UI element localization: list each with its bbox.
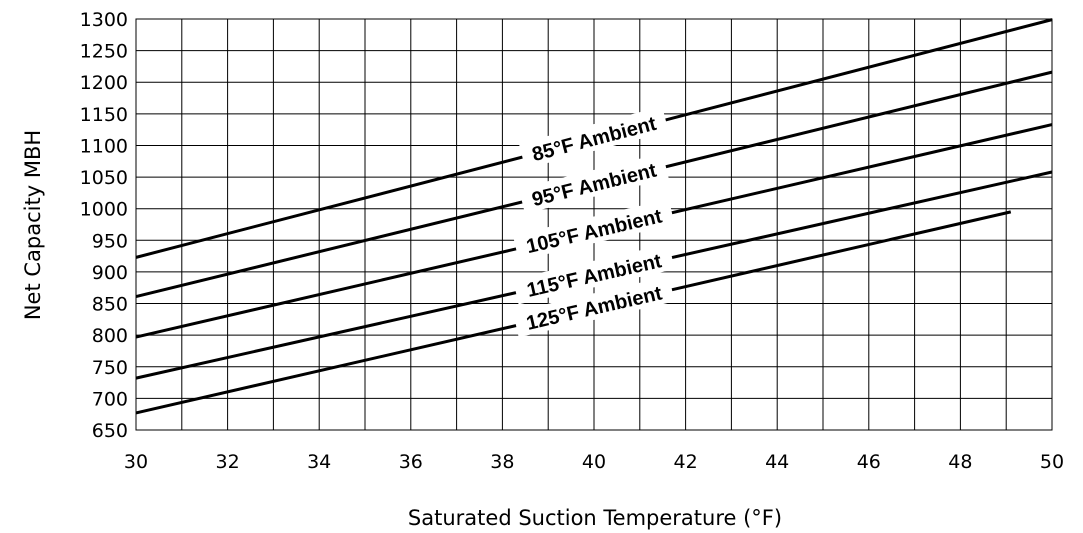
y-tick-label: 1000 <box>80 199 128 221</box>
x-tick-label: 50 <box>1040 451 1064 473</box>
x-tick-label: 38 <box>490 451 514 473</box>
y-tick-label: 700 <box>92 388 128 410</box>
y-tick-label: 1200 <box>80 72 128 94</box>
x-tick-label: 32 <box>216 451 240 473</box>
x-tick-label: 48 <box>948 451 972 473</box>
y-tick-label: 650 <box>92 420 128 442</box>
y-tick-label: 900 <box>92 262 128 284</box>
series-label-bg <box>512 276 675 338</box>
x-tick-label: 42 <box>674 451 698 473</box>
y-tick-label: 1250 <box>80 41 128 63</box>
y-tick-label: 1050 <box>80 167 128 189</box>
series-label-bg <box>518 153 669 214</box>
y-tick-label: 1150 <box>80 104 128 126</box>
y-tick-label: 1100 <box>80 135 128 157</box>
y-tick-label: 850 <box>92 294 128 316</box>
series-label-bg <box>512 243 675 305</box>
series-label-bg <box>518 106 669 169</box>
x-tick-label: 34 <box>307 451 331 473</box>
x-tick-label: 30 <box>124 451 148 473</box>
y-axis-title: Net Capacity MBH <box>21 130 45 320</box>
x-tick-label: 40 <box>582 451 606 473</box>
y-tick-label: 800 <box>92 325 128 347</box>
x-tick-label: 44 <box>765 451 789 473</box>
y-tick-label: 750 <box>92 357 128 379</box>
tick-labels: 30 32 34 36 38 40 42 44 46 48 50 650 700 750 800 850 900… <box>80 9 1064 473</box>
x-axis-title: Saturated Suction Temperature (°F) <box>408 506 782 530</box>
series-label-bg <box>512 199 675 261</box>
y-tick-label: 950 <box>92 230 128 252</box>
plot-border <box>135 18 1053 431</box>
x-tick-label: 36 <box>399 451 423 473</box>
x-tick-label: 46 <box>857 451 881 473</box>
y-tick-label: 1300 <box>80 9 128 31</box>
